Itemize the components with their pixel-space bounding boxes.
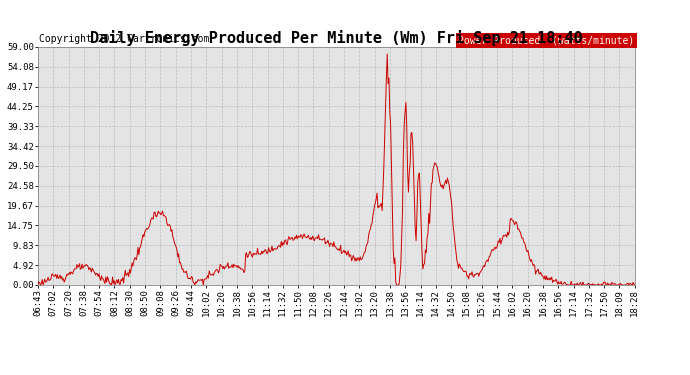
Title: Daily Energy Produced Per Minute (Wm) Fri Sep 21 18:40: Daily Energy Produced Per Minute (Wm) Fr… <box>90 30 583 46</box>
Text: Copyright 2012 Cartronics.com: Copyright 2012 Cartronics.com <box>39 34 209 45</box>
Text: Power Produced  (watts/minute): Power Produced (watts/minute) <box>458 36 634 46</box>
